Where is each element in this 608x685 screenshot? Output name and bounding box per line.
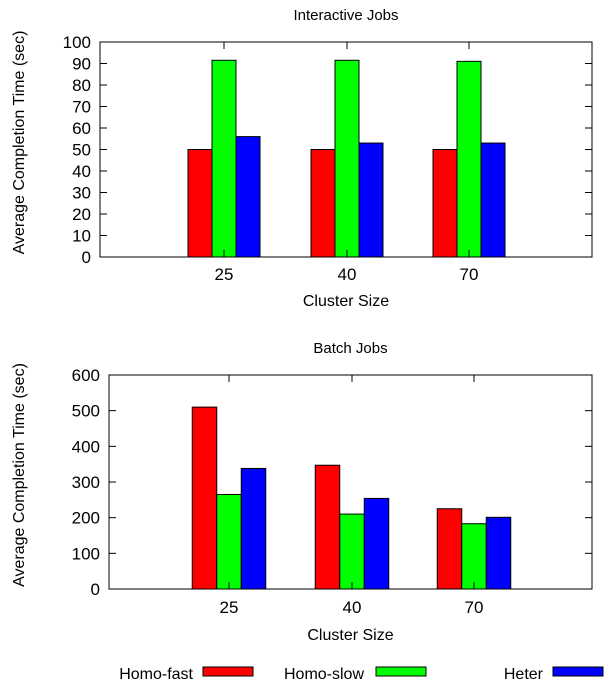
bar-homo-fast-25 [187, 149, 213, 258]
bar-heter-70 [480, 142, 506, 258]
legend-swatch-homo-slow [375, 666, 427, 677]
y-tick-label: 30 [72, 184, 91, 203]
y-tick-label: 300 [72, 473, 100, 492]
x-tick-label: 40 [343, 598, 362, 617]
bar-homo-slow-40 [334, 59, 360, 258]
y-tick-label: 200 [72, 509, 100, 528]
x-axis-label: Cluster Size [303, 293, 389, 310]
bar-homo-slow-70 [461, 523, 487, 590]
bar-homo-slow-70 [456, 60, 482, 258]
bar-homo-slow-40 [339, 513, 365, 590]
y-tick-label: 500 [72, 402, 100, 421]
y-tick-label: 10 [72, 227, 91, 246]
y-tick-label: 0 [91, 580, 100, 599]
y-axis-label: Average Completion Time (sec) [11, 31, 28, 255]
y-tick-label: 80 [72, 76, 91, 95]
batch-jobs-chart: 0 100 200 300 400 500 600 25 40 70 Batch Jobs Clust… [11, 340, 593, 644]
chart-title: Batch Jobs [313, 340, 387, 357]
y-tick-label: 70 [72, 98, 91, 117]
x-tick-label: 70 [460, 265, 479, 284]
y-tick-label: 600 [72, 366, 100, 385]
x-tick-label: 40 [338, 265, 357, 284]
y-tick-label: 90 [72, 55, 91, 74]
bar-homo-fast-40 [310, 149, 336, 258]
y-tick-label: 60 [72, 119, 91, 138]
chart-title: Interactive Jobs [293, 7, 398, 24]
legend-swatch-heter [552, 666, 604, 677]
interactive-jobs-chart: 0 10 20 30 40 50 60 70 80 90 100 25 40 70 Interactive … [11, 7, 593, 310]
y-tick-label: 50 [72, 141, 91, 160]
y-tick-label: 100 [72, 544, 100, 563]
y-axis-label: Average Completion Time (sec) [11, 363, 28, 587]
bar-homo-fast-70 [436, 508, 463, 590]
legend: Homo-fast Homo-slow Heter [119, 666, 604, 683]
y-tick-label: 20 [72, 205, 91, 224]
y-tick-label: 400 [72, 437, 100, 456]
bar-homo-fast-25 [191, 406, 218, 590]
x-tick-label: 70 [465, 598, 484, 617]
bar-homo-fast-70 [432, 149, 458, 258]
legend-swatch-homo-fast [202, 666, 254, 677]
x-tick-label: 25 [220, 598, 239, 617]
y-tick-label: 40 [72, 162, 91, 181]
bar-heter-40 [363, 497, 390, 590]
bar-heter-25 [240, 467, 267, 590]
legend-label-homo-slow: Homo-slow [284, 666, 364, 683]
y-tick-label: 100 [63, 33, 91, 52]
bar-heter-40 [358, 142, 384, 258]
legend-label-homo-fast: Homo-fast [119, 666, 193, 683]
bar-heter-25 [235, 136, 261, 258]
y-tick-label: 0 [82, 248, 91, 267]
bar-homo-fast-40 [314, 464, 341, 590]
bar-homo-slow-25 [211, 59, 237, 258]
bar-heter-70 [485, 516, 512, 590]
x-tick-label: 25 [215, 265, 234, 284]
x-axis-label: Cluster Size [307, 627, 393, 644]
legend-label-heter: Heter [504, 666, 544, 683]
bar-homo-slow-25 [216, 493, 242, 590]
